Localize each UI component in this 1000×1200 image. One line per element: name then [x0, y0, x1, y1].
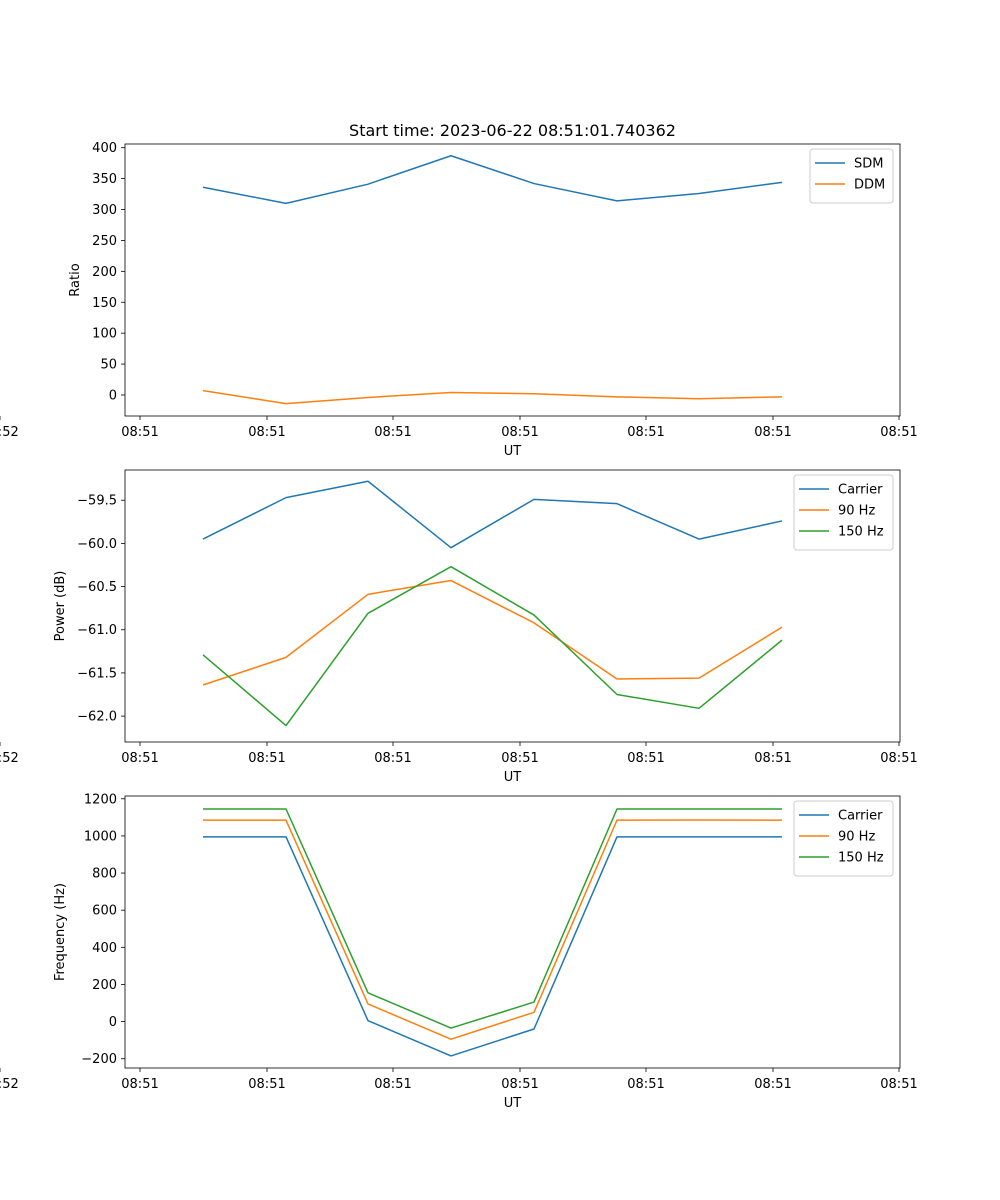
y-tick-label: 400 — [92, 141, 117, 156]
y-tick-label: 200 — [92, 978, 117, 993]
y-axis-label: Frequency (Hz) — [53, 883, 68, 981]
x-tick-label: 08:51 — [627, 751, 664, 766]
y-tick-label: 250 — [92, 234, 117, 249]
y-tick-label: 350 — [92, 172, 117, 187]
series-line-150-hz — [202, 565, 783, 727]
legend-entry-label: 90 Hz — [838, 504, 875, 519]
y-tick-label: 400 — [92, 941, 117, 956]
x-tick-label: 08:51 — [880, 425, 917, 440]
x-tick-label: 08:52 — [0, 425, 19, 440]
x-tick-label: 08:51 — [501, 751, 538, 766]
y-axis-label: Ratio — [68, 263, 83, 296]
x-tick-label: 08:51 — [627, 1077, 664, 1092]
x-tick-label: 08:51 — [501, 425, 538, 440]
y-tick-label: −61.0 — [77, 623, 117, 638]
series-line-150-hz — [203, 808, 782, 1029]
axes-frame — [124, 469, 901, 743]
y-tick-label: −61.5 — [77, 666, 117, 681]
y-axis-label: Power (dB) — [53, 571, 68, 642]
y-tick-label: 800 — [92, 867, 117, 882]
legend-entry-label: DDM — [854, 178, 885, 193]
x-tick-label: 08:51 — [121, 1077, 158, 1092]
legend-entry-label: 90 Hz — [838, 830, 875, 845]
y-tick-label: −62.0 — [77, 710, 117, 725]
x-tick-label: 08:51 — [501, 1077, 538, 1092]
x-tick-label: 08:51 — [374, 751, 411, 766]
x-tick-label: 08:51 — [248, 751, 285, 766]
series-line-carrier — [203, 836, 782, 1057]
y-tick-label: 50 — [100, 358, 117, 373]
x-tick-label: 08:51 — [374, 1077, 411, 1092]
y-tick-label: 100 — [92, 327, 117, 342]
legend-entry-label: 150 Hz — [838, 525, 884, 540]
chart-panel-1: Start time: 2023-06-22 08:51:01.740362 08… — [0, 121, 918, 459]
y-tick-label: 1200 — [84, 792, 117, 807]
x-axis-label: UT — [504, 770, 522, 785]
series-line-carrier — [202, 480, 783, 549]
y-tick-label: 0 — [109, 388, 117, 403]
y-tick-label: −60.5 — [77, 580, 117, 595]
chart-panel-2: 08:51 08:51 08:51 08:51 08:51 08:51 08:51 08:52… — [0, 469, 918, 785]
x-tick-label: 08:51 — [627, 425, 664, 440]
y-tick-label: 600 — [92, 904, 117, 919]
legend: SDM DDM — [809, 148, 894, 204]
series-line-sdm — [202, 155, 783, 205]
y-tick-label: 1000 — [84, 829, 117, 844]
x-tick-label: 08:51 — [248, 425, 285, 440]
y-tick-label: −200 — [81, 1052, 117, 1067]
y-tick-label: −59.5 — [77, 494, 117, 509]
series-line-90-hz — [203, 819, 783, 1040]
x-tick-label: 08:52 — [0, 751, 19, 766]
y-tick-label: 0 — [109, 1015, 117, 1030]
legend-entry-label: Carrier — [838, 483, 883, 498]
y-tick-label: 200 — [92, 265, 117, 280]
x-axis-label: UT — [504, 444, 522, 459]
y-tick-label: 150 — [92, 296, 117, 311]
legend: Carrier 90 Hz 150 Hz — [793, 800, 894, 877]
legend: Carrier 90 Hz 150 Hz — [793, 474, 894, 551]
x-tick-label: 08:51 — [754, 1077, 791, 1092]
x-tick-label: 08:51 — [248, 1077, 285, 1092]
x-tick-label: 08:51 — [880, 751, 917, 766]
series-line-90-hz — [202, 579, 783, 686]
x-tick-label: 08:51 — [374, 425, 411, 440]
x-axis-label: UT — [504, 1096, 522, 1111]
legend-entry-label: Carrier — [838, 809, 883, 824]
series-line-ddm — [202, 389, 783, 405]
axes-frame — [124, 795, 901, 1069]
x-tick-label: 08:51 — [121, 425, 158, 440]
x-tick-label: 08:51 — [880, 1077, 917, 1092]
axes-frame — [124, 143, 901, 417]
chart-title: Start time: 2023-06-22 08:51:01.740362 — [349, 121, 676, 140]
y-tick-label: 300 — [92, 203, 117, 218]
chart-panel-3: 08:51 08:51 08:51 08:51 08:51 08:51 08:51 08:52… — [0, 792, 918, 1111]
legend-entry-label: 150 Hz — [838, 851, 884, 866]
x-tick-label: 08:51 — [121, 751, 158, 766]
x-tick-label: 08:52 — [0, 1077, 19, 1092]
x-tick-label: 08:51 — [754, 751, 791, 766]
legend-entry-label: SDM — [854, 157, 883, 172]
y-tick-label: −60.0 — [77, 537, 117, 552]
x-tick-label: 08:51 — [754, 425, 791, 440]
